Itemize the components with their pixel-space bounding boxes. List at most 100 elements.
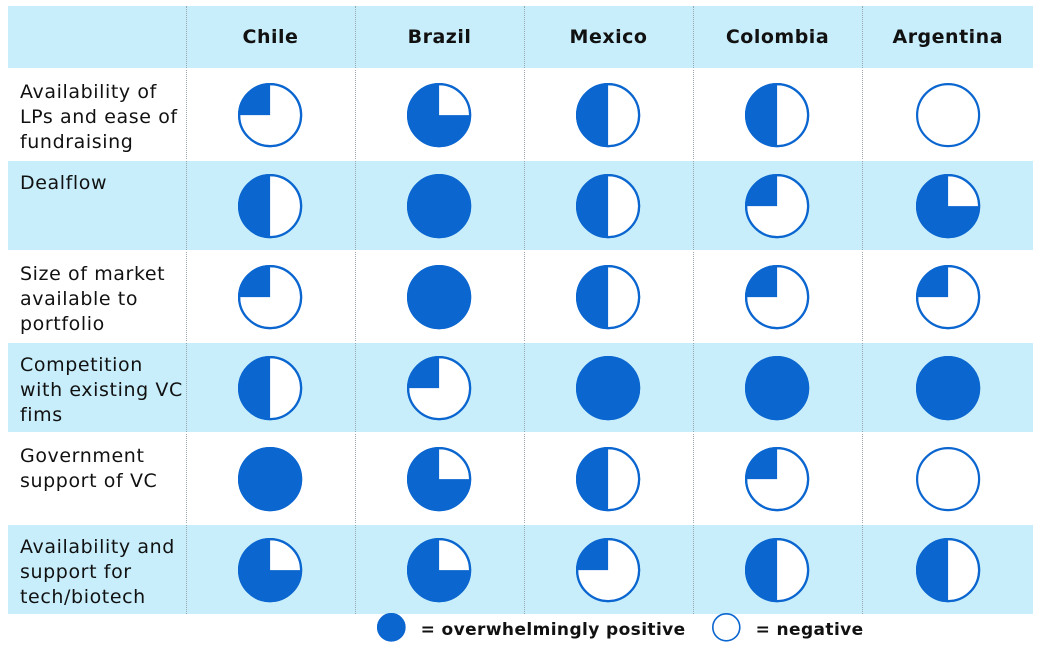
legend-label-positive: = overwhelmingly positive <box>420 619 686 640</box>
corner-cell <box>8 6 187 69</box>
rating-cell <box>355 433 525 524</box>
harvey-ball-icon <box>745 265 810 330</box>
harvey-ball-icon <box>238 447 303 512</box>
ball-fill <box>577 448 609 511</box>
ball-fill <box>577 539 609 571</box>
column-header-chile: Chile <box>186 6 356 69</box>
rating-cell <box>355 69 525 160</box>
ball-ring <box>238 538 303 603</box>
row-label: Government support of VC <box>8 433 187 524</box>
harvey-ball-icon <box>238 538 303 603</box>
ball-fill <box>407 174 472 239</box>
harvey-ball-icon <box>407 83 472 148</box>
harvey-ball-icon <box>238 265 303 330</box>
ball-outline <box>712 613 741 642</box>
ball-ring <box>238 265 303 330</box>
table-row: Dealflow <box>8 160 1033 251</box>
harvey-ball-icon <box>407 447 472 512</box>
rating-cell <box>524 160 694 251</box>
ball-ring <box>238 174 303 239</box>
ball-outline <box>915 447 980 512</box>
harvey-ball-icon <box>576 83 641 148</box>
ball-fill <box>408 84 471 147</box>
legend-item-positive: = overwhelmingly positive <box>376 612 686 648</box>
ball-ring <box>407 356 472 421</box>
legend-item-negative: = negative <box>711 612 864 648</box>
rating-cell <box>862 433 1033 524</box>
ball-fill <box>239 175 271 238</box>
ball-ring <box>915 538 980 603</box>
ball-ring <box>745 538 810 603</box>
table-row: Competition with existing VC fims <box>8 342 1033 433</box>
ball-ring <box>745 174 810 239</box>
rating-cell <box>693 69 863 160</box>
rating-cell <box>693 342 863 433</box>
row-label: Dealflow <box>8 160 187 251</box>
ball-ring <box>576 265 641 330</box>
ball-fill <box>745 356 810 421</box>
ball-fill <box>746 448 778 480</box>
harvey-ball-icon <box>576 447 641 512</box>
column-header-colombia: Colombia <box>693 6 863 69</box>
ball-fill <box>915 356 980 421</box>
rating-cell <box>186 524 356 614</box>
rating-cell <box>862 524 1033 614</box>
harvey-ball-icon <box>915 356 980 421</box>
harvey-ball-icon <box>238 356 303 421</box>
rating-cell <box>186 433 356 524</box>
full-ball-icon <box>377 613 406 642</box>
harvey-ball-icon <box>915 447 980 512</box>
harvey-ball-icon <box>407 174 472 239</box>
rating-cell <box>186 160 356 251</box>
ball-fill <box>239 266 271 298</box>
rating-cell <box>355 160 525 251</box>
ball-ring <box>407 538 472 603</box>
ball-fill <box>916 266 948 298</box>
harvey-ball-icon <box>407 356 472 421</box>
table-row: Government support of VC <box>8 433 1033 524</box>
ball-ring <box>745 265 810 330</box>
ball-outline <box>915 83 980 148</box>
ball-fill <box>377 613 406 642</box>
ball-ring <box>407 83 472 148</box>
harvey-ball-icon <box>915 265 980 330</box>
harvey-ball-icon <box>745 83 810 148</box>
ball-fill <box>746 175 778 207</box>
rating-cell <box>693 524 863 614</box>
harvey-ball-icon <box>745 174 810 239</box>
ball-fill <box>239 357 271 420</box>
row-label: Availability of LPs and ease of fundrais… <box>8 69 187 160</box>
empty-ball-icon <box>712 613 741 642</box>
column-header-argentina: Argentina <box>862 6 1033 69</box>
rating-cell <box>355 251 525 342</box>
rating-cell <box>862 251 1033 342</box>
harvey-ball-icon <box>745 356 810 421</box>
table-row: Availability of LPs and ease of fundrais… <box>8 69 1033 160</box>
ball-fill <box>576 356 641 421</box>
ball-ring <box>576 174 641 239</box>
ball-fill <box>746 84 778 147</box>
row-label: Competition with existing VC fims <box>8 342 187 433</box>
rating-cell <box>524 251 694 342</box>
ball-fill <box>746 539 778 602</box>
rating-cell <box>862 160 1033 251</box>
ball-fill <box>408 357 440 389</box>
rating-cell <box>186 251 356 342</box>
harvey-ball-icon <box>915 174 980 239</box>
harvey-ball-icon <box>745 538 810 603</box>
ball-fill <box>408 539 471 602</box>
rating-cell <box>355 342 525 433</box>
ball-fill <box>746 266 778 298</box>
harvey-ball-icon <box>576 174 641 239</box>
ball-fill <box>408 448 471 511</box>
ball-ring <box>745 447 810 512</box>
rating-cell <box>355 524 525 614</box>
ball-fill <box>239 84 271 116</box>
row-label: Availability and support for tech/biotec… <box>8 524 187 614</box>
rating-cell <box>862 342 1033 433</box>
ball-fill <box>916 175 979 238</box>
ball-ring <box>915 265 980 330</box>
column-header-mexico: Mexico <box>524 6 694 69</box>
ball-fill <box>577 266 609 329</box>
ball-fill <box>238 447 303 512</box>
